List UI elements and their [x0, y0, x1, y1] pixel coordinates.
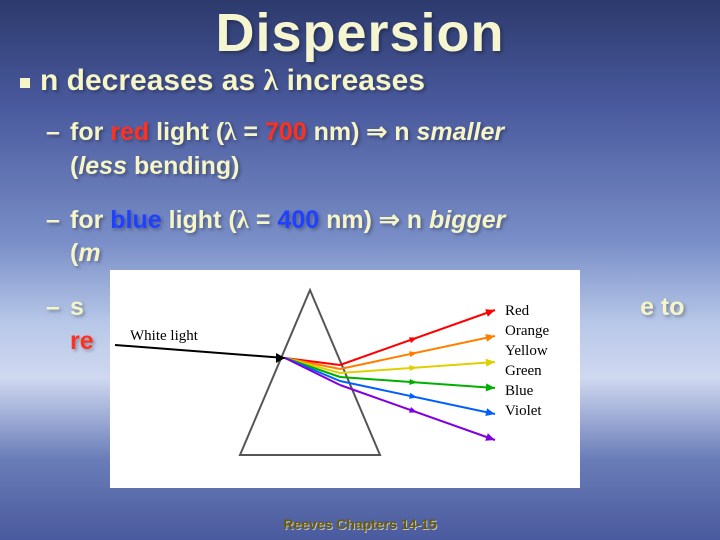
s3-t2: e to [640, 293, 684, 321]
spectrum-label-green: Green [505, 363, 542, 379]
s1-red: red [110, 118, 149, 146]
s2-blue: blue [110, 206, 161, 234]
s2-paren-it: m [78, 239, 100, 267]
s2-lam: λ [237, 207, 249, 234]
s1-arrow: ⇒ [366, 119, 387, 146]
spectrum-label-violet: Violet [505, 403, 542, 419]
s2-unit: nm) [319, 206, 379, 234]
white-light-label: White light [130, 328, 199, 344]
s1-paren-it: less [78, 152, 134, 180]
s3-t1: s [70, 293, 84, 321]
s2-res: bigger [429, 206, 505, 234]
sub-bullet-blue: – for blue light (λ = 400 nm) ⇒ n bigger… [70, 204, 692, 272]
s1-unit: nm) [307, 118, 367, 146]
slide-title: Dispersion [0, 0, 720, 64]
s2-val: 400 [277, 206, 319, 234]
s1-lam: λ [224, 119, 236, 146]
dash-2: – [46, 204, 60, 238]
s1-t1: for [70, 118, 110, 146]
mb-n: n [40, 64, 58, 97]
dash-3: – [46, 291, 60, 325]
spectrum-label-blue: Blue [505, 383, 534, 399]
spectrum-label-yellow: Yellow [505, 343, 548, 359]
s1-t2: light ( [149, 118, 224, 146]
dash-1: – [46, 116, 60, 150]
s1-val: 700 [265, 118, 307, 146]
bullet-square-icon [20, 78, 30, 88]
s3-re: re [70, 327, 94, 355]
s2-arrow: ⇒ [379, 207, 400, 234]
s1-eq: = [236, 118, 265, 146]
mb-post: increases [278, 64, 425, 97]
s2-t2: light ( [162, 206, 237, 234]
s2-t3: n [400, 206, 429, 234]
s2-eq: = [249, 206, 278, 234]
mb-lambda: λ [264, 64, 279, 97]
spectrum-label-red: Red [505, 303, 530, 319]
mb-mid: decreases as [58, 64, 263, 97]
main-bullet: n decreases as λ increases [40, 64, 692, 98]
s2-t1: for [70, 206, 110, 234]
s1-res: smaller [417, 118, 505, 146]
sub-bullet-red: – for red light (λ = 700 nm) ⇒ n smaller… [70, 116, 692, 184]
s1-paren-rest: bending) [134, 152, 240, 180]
s1-t3: n [387, 118, 416, 146]
spectrum-label-orange: Orange [505, 323, 549, 339]
prism-diagram: White light Red Orange Yellow Green Blue Viol… [110, 270, 580, 488]
footer-text: Reeves Chapters 14-15 [0, 516, 720, 532]
